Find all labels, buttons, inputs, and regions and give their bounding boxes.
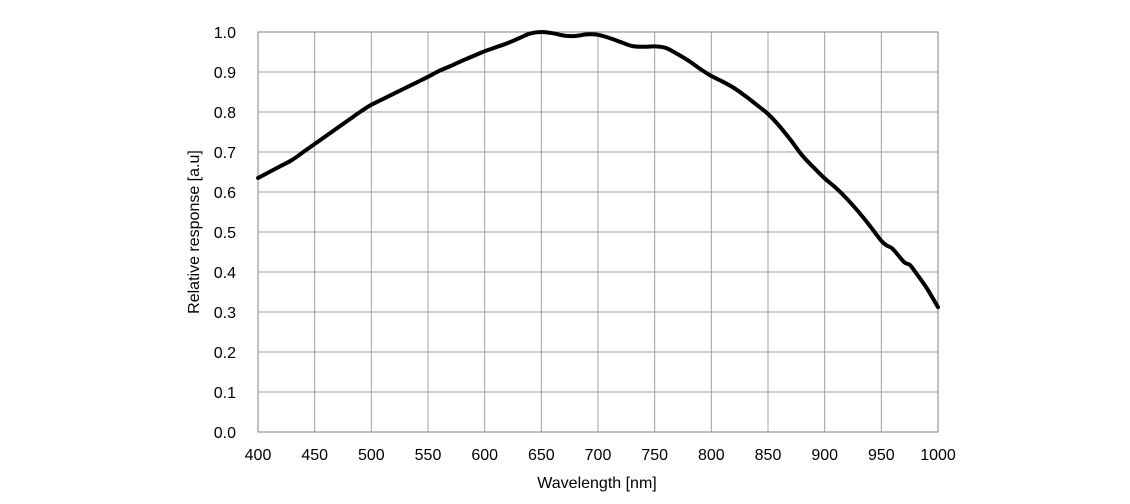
y-tick-label: 0.7 [214,145,236,162]
plot-frame [257,31,939,433]
y-tick-label: 1.0 [214,25,236,42]
x-tick-label: 650 [528,447,555,464]
x-tick-label: 600 [471,447,498,464]
x-tick-label: 800 [698,447,725,464]
x-tick-label: 450 [301,447,328,464]
series-layer [256,29,940,310]
y-tick-label: 0.0 [214,425,236,442]
y-axis-title: Relative response [a.u] [186,150,203,314]
y-tick-label: 0.8 [214,105,236,122]
y-tick-label: 0.9 [214,65,236,82]
y-tick-label: 0.3 [214,305,236,322]
x-tick-label: 950 [868,447,895,464]
x-tick-label: 400 [245,447,272,464]
x-tick-labels: 400 450 500 550 600 650 700 750 800 850 900 950 1000 [245,447,956,464]
x-tick-label: 850 [755,447,782,464]
x-tick-label: 1000 [920,447,956,464]
x-tick-label: 550 [415,447,442,464]
y-tick-label: 0.4 [214,265,236,282]
y-tick-label: 0.1 [214,385,236,402]
plot-area-border [257,31,939,433]
x-tick-label: 500 [358,447,385,464]
x-tick-label: 900 [811,447,838,464]
x-axis-title: Wavelength [nm] [537,475,656,492]
x-tick-label: 750 [641,447,668,464]
y-tick-label: 0.2 [214,345,236,362]
y-tick-labels: 0.0 0.1 0.2 0.3 0.4 0.5 0.6 0.7 0.8 0.9 1.0 [214,25,236,442]
y-tick-label: 0.6 [214,185,236,202]
grid-lines [257,31,939,433]
y-tick-label: 0.5 [214,225,236,242]
response-curve [256,29,940,310]
x-tick-label: 700 [585,447,612,464]
